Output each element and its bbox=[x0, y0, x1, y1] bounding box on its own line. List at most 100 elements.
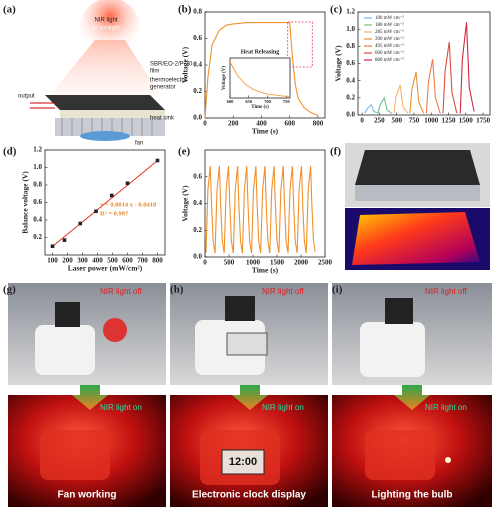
plot-frame bbox=[44, 149, 166, 256]
x-tick-label: 700 bbox=[264, 99, 272, 104]
point bbox=[125, 181, 130, 186]
x-tick-label: 650 bbox=[245, 99, 253, 104]
y-tick-label: 0.0 bbox=[193, 114, 202, 122]
x-axis-label: Time (s) bbox=[251, 105, 269, 110]
y-tick-label: 0.2 bbox=[193, 87, 202, 95]
fit-line bbox=[52, 160, 158, 247]
y-tick-label: 0.8 bbox=[346, 42, 355, 50]
y-tick-label: 0.4 bbox=[193, 61, 202, 69]
label: fan bbox=[135, 141, 143, 147]
y-axis-label: Voltage (V) bbox=[181, 185, 190, 222]
panel-label: (b) bbox=[178, 4, 192, 16]
y-tick-label: 0.4 bbox=[33, 216, 42, 224]
x-tick-label: 600 bbox=[284, 120, 295, 128]
generator bbox=[60, 110, 165, 118]
x-axis-label: Time (s) bbox=[252, 127, 279, 136]
fan bbox=[80, 131, 130, 141]
line bbox=[205, 165, 316, 254]
clock-text: 12:00 bbox=[229, 456, 257, 468]
legend-label: 180 mW cm⁻² bbox=[375, 22, 404, 28]
label: SBR/EO-2/P-70 bbox=[150, 62, 193, 68]
zoom-box bbox=[287, 21, 313, 68]
x-tick-label: 200 bbox=[228, 120, 239, 128]
x-tick-label: 1250 bbox=[442, 117, 457, 125]
photo-row: 12:00 NIR light off NIR light off NIR li… bbox=[8, 283, 492, 507]
heat-sink bbox=[55, 118, 165, 136]
x-tick-label: 500 bbox=[391, 117, 402, 125]
panel-label: (e) bbox=[178, 146, 191, 158]
y-tick-label: 0.8 bbox=[33, 181, 42, 189]
y-axis-label: Voltage (V) bbox=[181, 46, 190, 83]
y-tick-label: 0.0 bbox=[193, 253, 202, 261]
legend-label: 285 mW cm⁻² bbox=[375, 29, 404, 35]
x-tick-label: 400 bbox=[92, 257, 103, 265]
x-tick-label: 1000 bbox=[246, 259, 261, 267]
panel-label: (c) bbox=[330, 4, 343, 16]
x-tick-label: 0 bbox=[360, 117, 364, 125]
x-tick-label: 1750 bbox=[476, 117, 491, 125]
y-tick-label: 0.2 bbox=[346, 93, 355, 101]
y-tick-label: 0.0 bbox=[346, 111, 355, 119]
point bbox=[155, 158, 160, 163]
x-tick-label: 300 bbox=[77, 257, 88, 265]
legend-label: 800 mW cm⁻² bbox=[375, 57, 404, 63]
x-tick-label: 250 bbox=[374, 117, 385, 125]
label: NIR light off bbox=[100, 287, 142, 296]
label: heat sink bbox=[150, 116, 175, 122]
x-tick-label: 400 bbox=[256, 120, 267, 128]
line bbox=[204, 22, 319, 119]
x-tick-label: 100 bbox=[47, 257, 58, 265]
line bbox=[442, 41, 458, 114]
y-axis-label: Voltage (V) bbox=[222, 66, 227, 90]
x-tick-label: 800 bbox=[313, 120, 324, 128]
line bbox=[377, 96, 393, 114]
light-beam bbox=[50, 40, 160, 95]
label: output bbox=[18, 94, 35, 100]
x-tick-label: 750 bbox=[283, 99, 291, 104]
y-tick-label: 1.0 bbox=[33, 163, 42, 171]
label: NIR light off bbox=[425, 287, 467, 296]
caption: Fan working bbox=[58, 490, 117, 501]
x-tick-label: 700 bbox=[137, 257, 148, 265]
line bbox=[229, 61, 291, 97]
point bbox=[78, 221, 83, 226]
photo bbox=[345, 143, 490, 270]
line bbox=[459, 22, 475, 114]
y-tick-label: 0.4 bbox=[193, 199, 202, 207]
legend-label: 390 mW cm⁻² bbox=[375, 36, 404, 42]
x-tick-label: 750 bbox=[409, 117, 420, 125]
diagram: NIR light or sunlight output SBR/EO-2/P-… bbox=[18, 0, 193, 147]
panel-label: (h) bbox=[170, 284, 184, 296]
x-tick-label: 500 bbox=[224, 259, 235, 267]
line bbox=[393, 84, 409, 114]
x-tick-label: 600 bbox=[227, 99, 235, 104]
x-tick-label: 2000 bbox=[294, 259, 309, 267]
legend-label: 600 mW cm⁻² bbox=[375, 50, 404, 56]
label: or sunlight bbox=[92, 26, 120, 32]
line bbox=[364, 103, 379, 114]
x-tick-label: 2500 bbox=[318, 259, 333, 267]
label: film bbox=[150, 69, 159, 75]
point bbox=[62, 238, 67, 242]
caption: Electronic clock display bbox=[192, 490, 306, 501]
y-tick-label: 0.6 bbox=[193, 172, 202, 180]
panel-label: (i) bbox=[332, 284, 343, 296]
label: generator bbox=[150, 85, 176, 91]
y-tick-label: 0.4 bbox=[346, 76, 355, 84]
x-tick-label: 1000 bbox=[424, 117, 439, 125]
label: NIR light bbox=[94, 18, 117, 24]
point bbox=[109, 193, 114, 198]
label: NIR light on bbox=[262, 403, 304, 412]
y-tick-label: 0.6 bbox=[33, 198, 42, 206]
y-tick-label: 0.8 bbox=[193, 8, 202, 16]
y-tick-label: 0.6 bbox=[193, 34, 202, 42]
panel-label: (g) bbox=[3, 284, 16, 296]
x-tick-label: 600 bbox=[122, 257, 133, 265]
label: thermoelectric bbox=[150, 78, 188, 84]
x-tick-label: 0 bbox=[203, 120, 207, 128]
x-axis-label: Time (s) bbox=[252, 266, 279, 275]
x-axis-label: Laser power (mW/cm²) bbox=[68, 264, 143, 273]
y-tick-label: 1.0 bbox=[346, 25, 355, 33]
x-tick-label: 1500 bbox=[459, 117, 474, 125]
